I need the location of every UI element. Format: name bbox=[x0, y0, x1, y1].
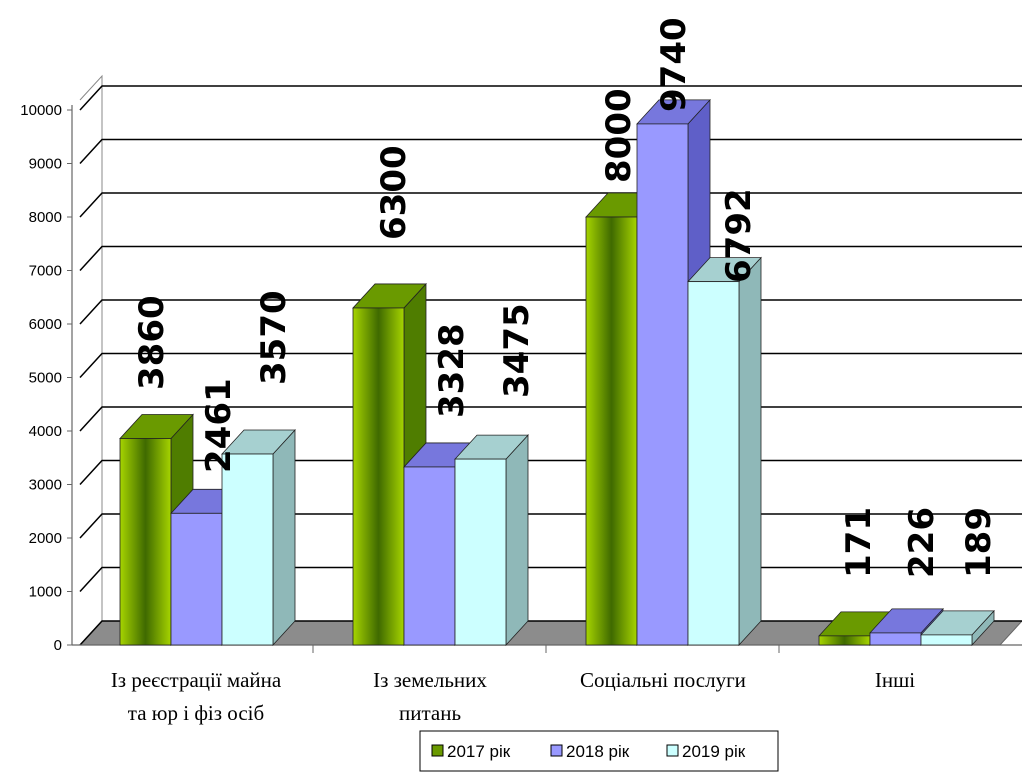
value-label: 6792 bbox=[719, 188, 759, 283]
y-tick-label: 2000 bbox=[29, 530, 62, 547]
value-labels: 3860 6300 8000 171 2461 3328 9740 226 3570 3475 67… bbox=[132, 17, 999, 578]
value-label: 3328 bbox=[432, 323, 472, 418]
bars bbox=[119, 98, 995, 647]
y-tick-label: 6000 bbox=[29, 316, 62, 333]
bar bbox=[221, 453, 274, 646]
bar bbox=[170, 512, 223, 646]
value-label: 9740 bbox=[654, 17, 694, 112]
gridline bbox=[79, 352, 1022, 379]
y-tick-label: 4000 bbox=[29, 423, 62, 440]
bar bbox=[687, 281, 740, 646]
category-label: Із земельних bbox=[373, 668, 487, 692]
category-label: та юр і фіз осіб bbox=[128, 701, 264, 725]
category-label: Соціальні послуги bbox=[580, 668, 746, 692]
bar-side bbox=[505, 434, 529, 647]
gridline bbox=[79, 299, 1022, 325]
value-label: 171 bbox=[839, 507, 879, 578]
bar-side bbox=[272, 428, 296, 647]
gridline bbox=[79, 192, 1022, 218]
y-tick-label: 5000 bbox=[29, 370, 62, 387]
gridline bbox=[79, 245, 1022, 272]
y-tick-label: 10000 bbox=[20, 102, 62, 119]
value-label: 3475 bbox=[497, 303, 537, 398]
y-tick-labels: 0 1000 2000 3000 4000 5000 6000 7000 8000 9000 100… bbox=[20, 102, 62, 654]
value-label: 8000 bbox=[599, 88, 639, 183]
legend-label: 2017 рік bbox=[447, 742, 511, 761]
category-label: питань bbox=[399, 701, 461, 725]
bar bbox=[869, 632, 922, 646]
value-label: 3860 bbox=[132, 295, 172, 390]
y-tick-label: 9000 bbox=[29, 156, 62, 173]
bar bbox=[818, 635, 871, 646]
bar bbox=[352, 307, 405, 646]
legend-swatch bbox=[550, 744, 563, 757]
legend-label: 2018 рік bbox=[566, 742, 630, 761]
gridline bbox=[79, 85, 1022, 111]
gridline bbox=[79, 138, 1022, 165]
y-tick-label: 0 bbox=[54, 637, 62, 654]
bar bbox=[454, 458, 507, 646]
legend-label: 2019 рік bbox=[682, 742, 746, 761]
legend-swatch bbox=[431, 744, 444, 757]
bar bbox=[119, 438, 172, 646]
value-label: 226 bbox=[902, 507, 942, 578]
y-tick-label: 7000 bbox=[29, 263, 62, 280]
category-label: Інші bbox=[875, 668, 915, 692]
bar-side bbox=[738, 256, 762, 647]
bar bbox=[403, 466, 456, 646]
bar bbox=[636, 123, 689, 646]
category-label: Із реєстрації майна bbox=[111, 668, 282, 692]
back-wall-edge bbox=[79, 74, 103, 621]
value-label: 189 bbox=[959, 507, 999, 578]
legend: 2017 рік 2018 рік 2019 рік bbox=[419, 730, 779, 772]
y-tick-label: 8000 bbox=[29, 209, 62, 226]
bar bbox=[585, 216, 638, 646]
y-tick-label: 1000 bbox=[29, 584, 62, 601]
bar bbox=[920, 634, 973, 646]
y-tick-label: 3000 bbox=[29, 477, 62, 494]
x-category-labels: Із реєстрації майна та юр і фіз осіб Із зе… bbox=[111, 668, 915, 725]
legend-box bbox=[419, 730, 779, 772]
value-label: 2461 bbox=[199, 378, 239, 473]
legend-swatch bbox=[666, 744, 679, 757]
value-label: 6300 bbox=[374, 145, 414, 240]
value-label: 3570 bbox=[254, 290, 294, 385]
